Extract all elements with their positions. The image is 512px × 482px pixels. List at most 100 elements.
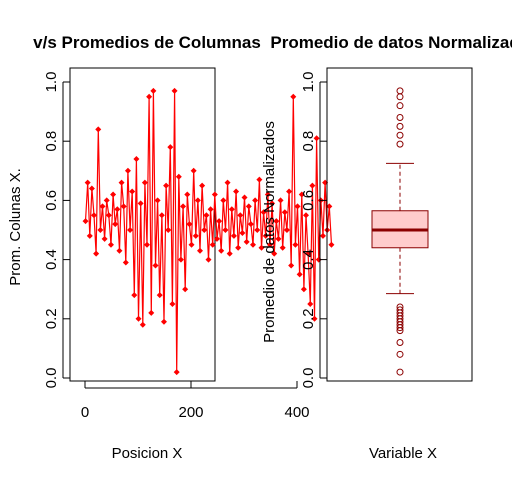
series-point (148, 310, 154, 316)
series-point (169, 301, 175, 307)
outlier-point (397, 88, 403, 94)
series-point (167, 144, 173, 150)
series-point (284, 227, 290, 233)
left-line-panel: 0.0 0.2 0.4 0.6 0.8 1.0 0 200 400 Posicion X Pr… (7, 68, 334, 462)
series-point (114, 206, 120, 212)
series-point (252, 197, 258, 203)
series-line (86, 91, 332, 372)
series-point (144, 242, 150, 248)
series-point (95, 126, 101, 132)
series-point (163, 183, 169, 189)
series-point (280, 245, 286, 251)
outlier-point (397, 369, 403, 375)
series-point (248, 221, 254, 227)
left-x-tick-label: 200 (178, 404, 203, 421)
series-point (140, 322, 146, 328)
series-point (250, 242, 256, 248)
right-y-tick-label: 0.8 (300, 131, 317, 152)
series-point (222, 227, 228, 233)
right-y-tick-label: 0.6 (300, 190, 317, 211)
series-point (172, 88, 178, 94)
series-point (174, 369, 180, 375)
series-point (254, 227, 260, 233)
series-point (152, 263, 158, 269)
left-y-axis-label: Prom. Colunas X. (7, 168, 24, 286)
series-point (133, 156, 139, 162)
series-point (131, 292, 137, 298)
series-point (290, 94, 296, 100)
series-point (91, 212, 97, 218)
series-point (159, 212, 165, 218)
series-point (244, 239, 250, 245)
left-y-tick-label: 0.4 (43, 249, 60, 270)
series-point (303, 212, 309, 218)
right-plot-title: Promedio de datos Normalizados (270, 33, 512, 52)
series-point (292, 242, 298, 248)
series-point (83, 218, 89, 224)
outlier-point (397, 339, 403, 345)
outlier-point (397, 94, 403, 100)
series-point (89, 186, 95, 192)
series-point (142, 180, 148, 186)
series-point (197, 248, 203, 254)
series-point (93, 251, 99, 257)
series-point (110, 191, 116, 197)
series-point (165, 227, 171, 233)
series-point (199, 183, 205, 189)
series-point (112, 221, 118, 227)
series-point (138, 200, 144, 206)
series-point (189, 242, 195, 248)
series-point (136, 316, 142, 322)
right-y-axis-label: Promedio de datos Normalizados (261, 121, 278, 343)
series-point (201, 227, 207, 233)
series-point (216, 218, 222, 224)
series-point (102, 236, 108, 242)
series-point (225, 180, 231, 186)
series-point (127, 227, 133, 233)
left-x-tick-label: 400 (284, 404, 309, 421)
series-point (242, 194, 248, 200)
series-point (320, 233, 326, 239)
series-point (176, 174, 182, 180)
series-point (178, 257, 184, 263)
left-x-tick-label: 0 (81, 404, 89, 421)
left-y-tick-label: 0.0 (43, 368, 60, 389)
outlier-point (397, 132, 403, 138)
series-point (307, 301, 313, 307)
series-point (282, 209, 288, 215)
right-y-tick-label: 0.2 (300, 308, 317, 329)
series-point (218, 248, 224, 254)
series-point (184, 191, 190, 197)
outlier-point (397, 141, 403, 147)
series-point (229, 206, 235, 212)
left-y-tick-label: 0.2 (43, 308, 60, 329)
left-y-tick-label: 0.6 (43, 190, 60, 211)
series-point (278, 197, 284, 203)
series-point (205, 257, 211, 263)
series-point (87, 233, 93, 239)
series-point (233, 189, 239, 195)
series-point (195, 197, 201, 203)
series-point (193, 233, 199, 239)
left-plot-title: v/s Promedios de Columnas (33, 33, 261, 52)
outlier-point (397, 351, 403, 357)
right-y-tick-label: 0.4 (300, 249, 317, 270)
series-point (125, 168, 131, 174)
left-x-axis-label: Posicion X (112, 445, 183, 462)
left-y-tick-label: 0.8 (43, 131, 60, 152)
series-point (239, 230, 245, 236)
series-point (235, 245, 241, 251)
right-y-tick-label: 1.0 (300, 72, 317, 93)
outlier-point (397, 123, 403, 129)
series-point (106, 212, 112, 218)
left-plot-frame (70, 68, 215, 381)
series-point (309, 183, 315, 189)
series-point (212, 191, 218, 197)
series-point (116, 248, 122, 254)
series-point (301, 286, 307, 292)
series-point (155, 197, 161, 203)
right-x-axis-label: Variable X (369, 445, 437, 462)
series-point (191, 168, 197, 174)
series-point (97, 227, 103, 233)
